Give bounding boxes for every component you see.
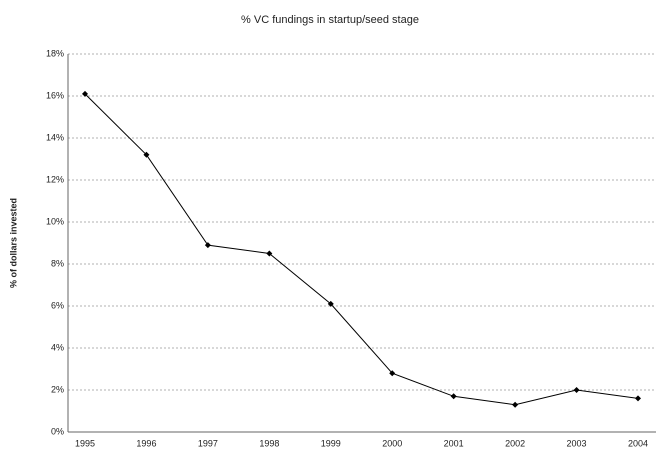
y-axis-label: % of dollars invested	[8, 198, 18, 288]
x-tick-label: 1997	[198, 438, 218, 448]
y-tick-label: 2%	[51, 384, 64, 394]
y-tick-label: 0%	[51, 426, 64, 436]
x-tick-label: 1998	[259, 438, 279, 448]
marker	[266, 250, 273, 257]
marker	[635, 395, 641, 402]
x-tick-label: 2003	[567, 438, 587, 448]
marker	[573, 387, 580, 393]
y-tick-label: 18%	[46, 48, 64, 58]
marker	[204, 242, 211, 249]
line	[84, 93, 639, 406]
x-tick-label: 2002	[505, 438, 525, 448]
marker	[327, 300, 334, 307]
x-tick-label: 2001	[444, 438, 464, 448]
y-tick-label: 14%	[46, 132, 64, 142]
marker	[450, 393, 457, 400]
y-tick-label: 6%	[51, 300, 64, 310]
y-tick-label: 8%	[51, 258, 64, 268]
y-tick-label: 10%	[46, 216, 64, 226]
marker	[82, 90, 88, 97]
x-tick-label: 1996	[136, 438, 156, 448]
x-tick-label: 1999	[321, 438, 341, 448]
x-tick-label: 2004	[628, 438, 648, 448]
y-tick-label: 12%	[46, 174, 64, 184]
y-tick-label: 16%	[46, 90, 64, 100]
y-tick-label: 4%	[51, 342, 64, 352]
x-tick-label: 1995	[75, 438, 95, 448]
x-tick-label: 2000	[382, 438, 402, 448]
marker	[512, 401, 519, 408]
chart-title: % VC fundings in startup/seed stage	[241, 14, 419, 26]
marker	[143, 151, 150, 158]
marker	[389, 370, 396, 377]
